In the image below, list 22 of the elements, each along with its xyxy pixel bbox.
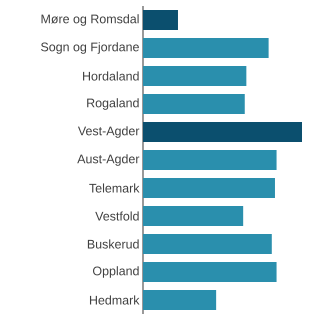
y-tick-label: Vestfold	[95, 211, 139, 221]
bar	[143, 122, 302, 142]
bar	[143, 94, 245, 114]
bar	[143, 150, 277, 170]
y-tick-label: Rogaland	[87, 98, 139, 110]
y-tick-label: Vest-Agder	[78, 126, 140, 138]
y-tick-label: Aust-Agder	[77, 154, 140, 166]
bar	[143, 178, 275, 198]
bar	[143, 290, 216, 310]
bar	[143, 206, 244, 226]
y-tick-label: Oppland	[92, 266, 139, 278]
y-tick-label: Buskerud	[88, 239, 139, 249]
y-tick-label: Telemark	[89, 183, 140, 193]
y-tick-label: Møre og Romsdal	[42, 14, 139, 26]
bar	[143, 262, 277, 282]
bar	[143, 38, 269, 58]
bar	[143, 234, 272, 254]
y-tick-label: Sogn og Fjordane	[41, 42, 139, 54]
bar	[143, 66, 246, 86]
y-tick-label: Hordaland	[83, 71, 139, 81]
y-tick-label: Hedmark	[90, 295, 140, 305]
bar	[143, 10, 178, 30]
